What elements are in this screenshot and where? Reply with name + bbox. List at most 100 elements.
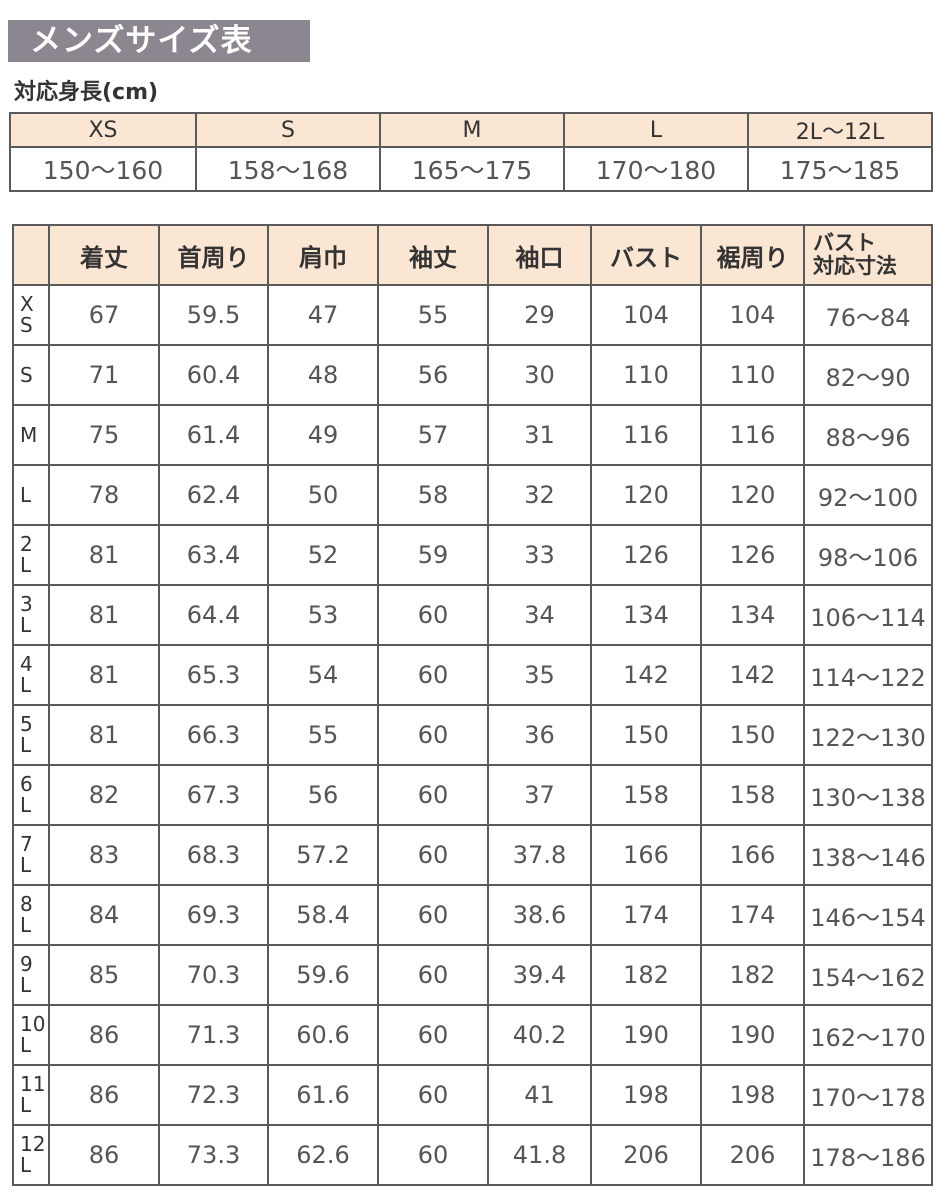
measurement-cell: 36 [487,704,592,766]
measurement-cell: 63.4 [158,524,269,586]
measurement-cell: 60 [377,944,489,1006]
measurement-cell: 150 [700,704,805,766]
measurement-cell: 56 [377,344,489,406]
measurement-cell: 83 [48,824,160,886]
table-row: X S 67 59.5 47 55 29 104 104 76〜84 [12,284,933,346]
column-header: バスト 対応寸法 [803,224,933,286]
measurement-cell: 67 [48,284,160,346]
measurement-cell: 82〜90 [803,344,933,406]
column-header: 首周り [158,224,269,286]
measurement-cell: 56 [267,764,379,826]
measurement-cell: 110 [700,344,805,406]
table-row: 12 L 86 73.3 62.6 60 41.8 206 206 178〜186 [12,1124,933,1186]
measurement-cell: 32 [487,464,592,526]
measurement-cell: 92〜100 [803,464,933,526]
measurement-cell: 76〜84 [803,284,933,346]
measurement-cell: 49 [267,404,379,466]
measurement-cell: 55 [267,704,379,766]
height-size-header: L [563,112,749,148]
measurement-cell: 35 [487,644,592,706]
column-header [12,224,50,286]
size-label: 6 L [12,764,50,826]
height-range-cell: 158〜168 [195,146,381,192]
column-header: バスト [590,224,702,286]
table-row: M 75 61.4 49 57 31 116 116 88〜96 [12,404,933,466]
height-size-header: M [379,112,565,148]
measurement-cell: 86 [48,1124,160,1186]
table-row: L 78 62.4 50 58 32 120 120 92〜100 [12,464,933,526]
column-header: 着丈 [48,224,160,286]
measurement-cell: 78 [48,464,160,526]
measurement-cell: 41 [487,1064,592,1126]
measurement-cell: 182 [590,944,702,1006]
measurement-cell: 39.4 [487,944,592,1006]
measurement-cell: 62.6 [267,1124,379,1186]
measurement-cell: 104 [590,284,702,346]
size-label: 3 L [12,584,50,646]
measurement-cell: 190 [700,1004,805,1066]
measurement-cell: 60 [377,1004,489,1066]
header-row: 着丈 首周り 肩巾 袖丈 袖口 バスト 裾周り バスト 対応寸法 [12,224,933,286]
measurement-cell: 86 [48,1064,160,1126]
measurement-cell: 98〜106 [803,524,933,586]
measurement-cell: 65.3 [158,644,269,706]
measurement-cell: 150 [590,704,702,766]
measurement-cell: 67.3 [158,764,269,826]
column-header: 袖口 [487,224,592,286]
table-row: 6 L 82 67.3 56 60 37 158 158 130〜138 [12,764,933,826]
measurement-cell: 158 [700,764,805,826]
column-header: 肩巾 [267,224,379,286]
table-row: 3 L 81 64.4 53 60 34 134 134 106〜114 [12,584,933,646]
measurement-cell: 81 [48,704,160,766]
table-row: 8 L 84 69.3 58.4 60 38.6 174 174 146〜154 [12,884,933,946]
measurement-cell: 158 [590,764,702,826]
measurement-cell: 37 [487,764,592,826]
measurement-cell: 59.5 [158,284,269,346]
measurement-cell: 174 [700,884,805,946]
table-row: 2 L 81 63.4 52 59 33 126 126 98〜106 [12,524,933,586]
measurement-cell: 33 [487,524,592,586]
measurement-cell: 29 [487,284,592,346]
measurement-cell: 50 [267,464,379,526]
measurement-cell: 53 [267,584,379,646]
size-label: 5 L [12,704,50,766]
page-title: メンズサイズ表 [8,20,310,62]
measurement-cell: 30 [487,344,592,406]
size-label: 11 L [12,1064,50,1126]
measurement-cell: 166 [700,824,805,886]
height-range-cell: 175〜185 [747,146,933,192]
size-label: 4 L [12,644,50,706]
height-table: XS S M L 2L〜12L 150〜160 158〜168 165〜175 170〜180… [9,112,933,192]
measurement-cell: 122〜130 [803,704,933,766]
size-label: 9 L [12,944,50,1006]
measurement-cell: 198 [590,1064,702,1126]
height-size-header: 2L〜12L [747,112,933,148]
height-size-header: S [195,112,381,148]
measurement-cell: 198 [700,1064,805,1126]
measurement-cell: 85 [48,944,160,1006]
measurement-cell: 60 [377,764,489,826]
size-label: 2 L [12,524,50,586]
height-size-header: XS [9,112,197,148]
measurement-cell: 68.3 [158,824,269,886]
measurement-cell: 81 [48,524,160,586]
measurement-cell: 61.6 [267,1064,379,1126]
size-label: 8 L [12,884,50,946]
measurement-cell: 60.4 [158,344,269,406]
measurement-cell: 81 [48,584,160,646]
measurement-cell: 120 [700,464,805,526]
measurement-cell: 62.4 [158,464,269,526]
height-range-cell: 170〜180 [563,146,749,192]
measurement-cell: 88〜96 [803,404,933,466]
measurement-cell: 142 [700,644,805,706]
measurement-cell: 116 [700,404,805,466]
size-table: 着丈 首周り 肩巾 袖丈 袖口 バスト 裾周り バスト 対応寸法 X S 67 59.5 47 55 29… [12,224,933,1186]
measurement-cell: 58.4 [267,884,379,946]
measurement-cell: 206 [700,1124,805,1186]
measurement-cell: 66.3 [158,704,269,766]
size-label: 10 L [12,1004,50,1066]
table-row: 5 L 81 66.3 55 60 36 150 150 122〜130 [12,704,933,766]
measurement-cell: 178〜186 [803,1124,933,1186]
measurement-cell: 116 [590,404,702,466]
measurement-cell: 206 [590,1124,702,1186]
